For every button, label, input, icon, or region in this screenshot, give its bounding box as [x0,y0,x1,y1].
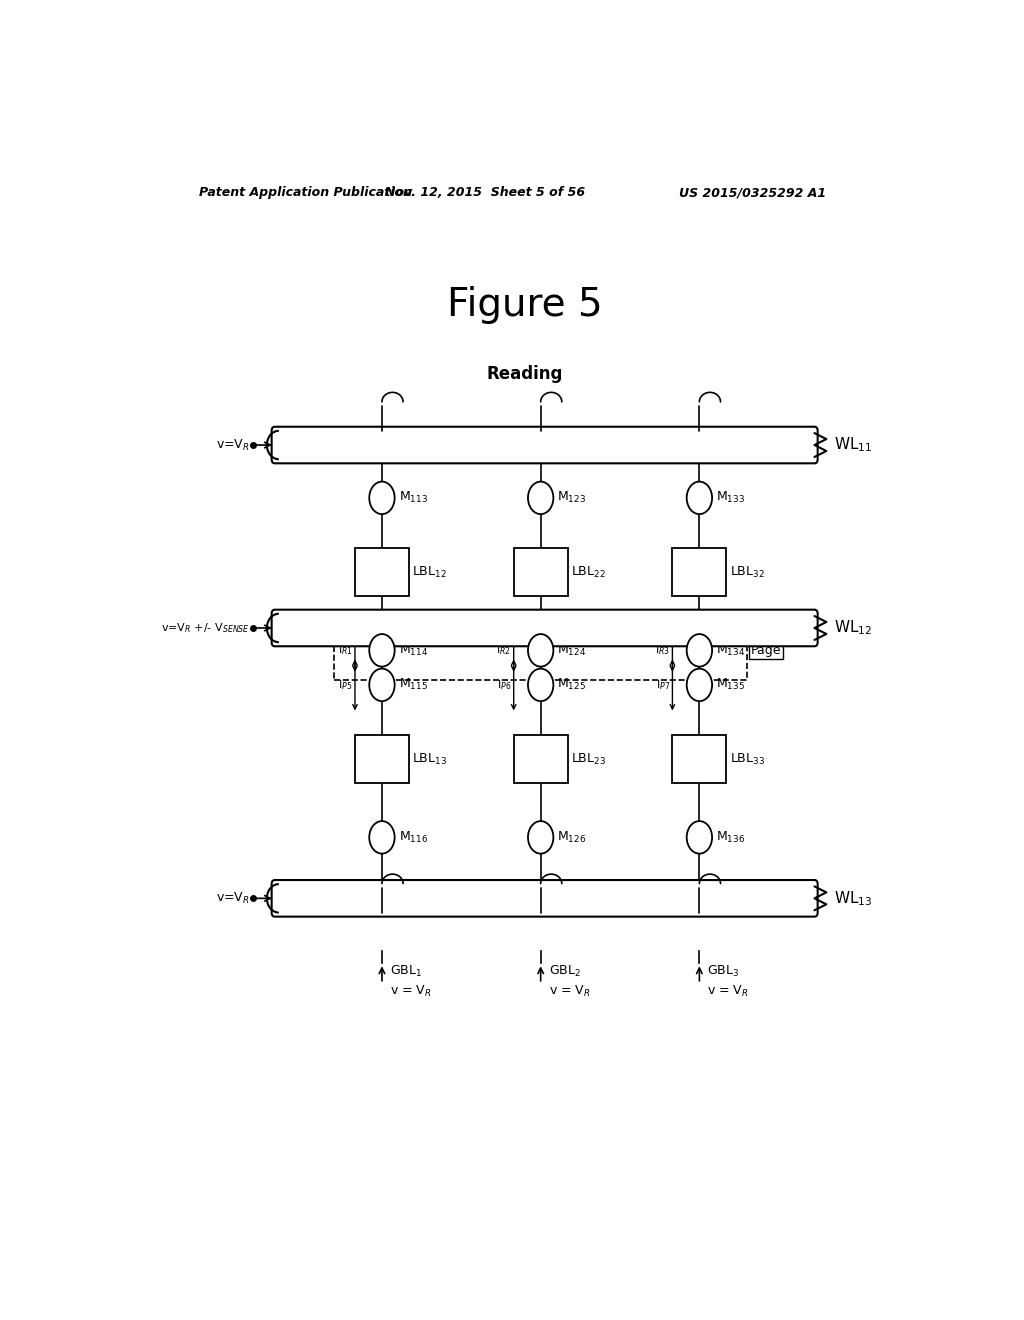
Text: I$_{P5}$: I$_{P5}$ [338,678,352,692]
Bar [334,620,748,680]
Text: I$_{P6}$: I$_{P6}$ [497,678,511,692]
Text: I$_{R1}$: I$_{R1}$ [338,643,352,657]
Text: M$_{123}$: M$_{123}$ [557,490,587,506]
Text: WL$_{12}$: WL$_{12}$ [835,619,872,638]
Circle shape [528,482,553,515]
Text: GBL$_3$: GBL$_3$ [708,964,739,979]
Text: M$_{114}$: M$_{114}$ [398,643,428,657]
Text: M$_{124}$: M$_{124}$ [557,643,587,657]
Circle shape [370,634,394,667]
Text: Page: Page [751,644,781,657]
Text: M$_{126}$: M$_{126}$ [557,830,587,845]
Text: LBL$_{23}$: LBL$_{23}$ [570,751,606,767]
Text: v=V$_R$ +/- V$_{SENSE}$: v=V$_R$ +/- V$_{SENSE}$ [161,622,250,635]
Circle shape [687,669,712,701]
Text: GBL$_1$: GBL$_1$ [390,964,422,979]
Text: M$_{113}$: M$_{113}$ [398,490,428,506]
Text: Nov. 12, 2015  Sheet 5 of 56: Nov. 12, 2015 Sheet 5 of 56 [385,186,585,199]
Bar [514,548,567,597]
Bar [673,735,726,784]
Text: M$_{135}$: M$_{135}$ [716,677,744,693]
Text: WL$_{11}$: WL$_{11}$ [835,436,872,454]
Text: M$_{134}$: M$_{134}$ [716,643,745,657]
Circle shape [370,821,394,854]
Text: Patent Application Publication: Patent Application Publication [200,186,413,199]
Circle shape [528,669,553,701]
Text: LBL$_{32}$: LBL$_{32}$ [729,565,764,579]
Text: WL$_{13}$: WL$_{13}$ [835,888,872,908]
Text: v = V$_R$: v = V$_R$ [549,985,591,999]
Text: I$_{P7}$: I$_{P7}$ [655,678,670,692]
Text: M$_{133}$: M$_{133}$ [716,490,745,506]
Text: v=V$_R$: v=V$_R$ [216,437,250,453]
Text: v = V$_R$: v = V$_R$ [708,985,750,999]
Circle shape [528,634,553,667]
Text: M$_{116}$: M$_{116}$ [398,830,428,845]
Circle shape [687,634,712,667]
Text: Reading: Reading [486,364,563,383]
Text: LBL$_{22}$: LBL$_{22}$ [570,565,605,579]
Text: v=V$_R$: v=V$_R$ [216,891,250,906]
Text: v = V$_R$: v = V$_R$ [390,985,432,999]
Text: I$_{R2}$: I$_{R2}$ [497,643,511,657]
Text: LBL$_{12}$: LBL$_{12}$ [412,565,446,579]
Circle shape [528,821,553,854]
Bar [673,548,726,597]
Circle shape [687,482,712,515]
Text: US 2015/0325292 A1: US 2015/0325292 A1 [679,186,826,199]
Text: LBL$_{33}$: LBL$_{33}$ [729,751,765,767]
Text: M$_{125}$: M$_{125}$ [557,677,586,693]
Bar [355,548,409,597]
Text: I$_{R3}$: I$_{R3}$ [655,643,670,657]
Text: Figure 5: Figure 5 [447,286,602,323]
Text: LBL$_{13}$: LBL$_{13}$ [412,751,447,767]
Bar [355,735,409,784]
Circle shape [370,482,394,515]
Circle shape [687,821,712,854]
FancyBboxPatch shape [271,610,817,647]
Text: GBL$_2$: GBL$_2$ [549,964,581,979]
Bar [514,735,567,784]
Text: M$_{115}$: M$_{115}$ [398,677,427,693]
Text: M$_{136}$: M$_{136}$ [716,830,745,845]
FancyBboxPatch shape [271,426,817,463]
FancyBboxPatch shape [271,880,817,916]
Circle shape [370,669,394,701]
